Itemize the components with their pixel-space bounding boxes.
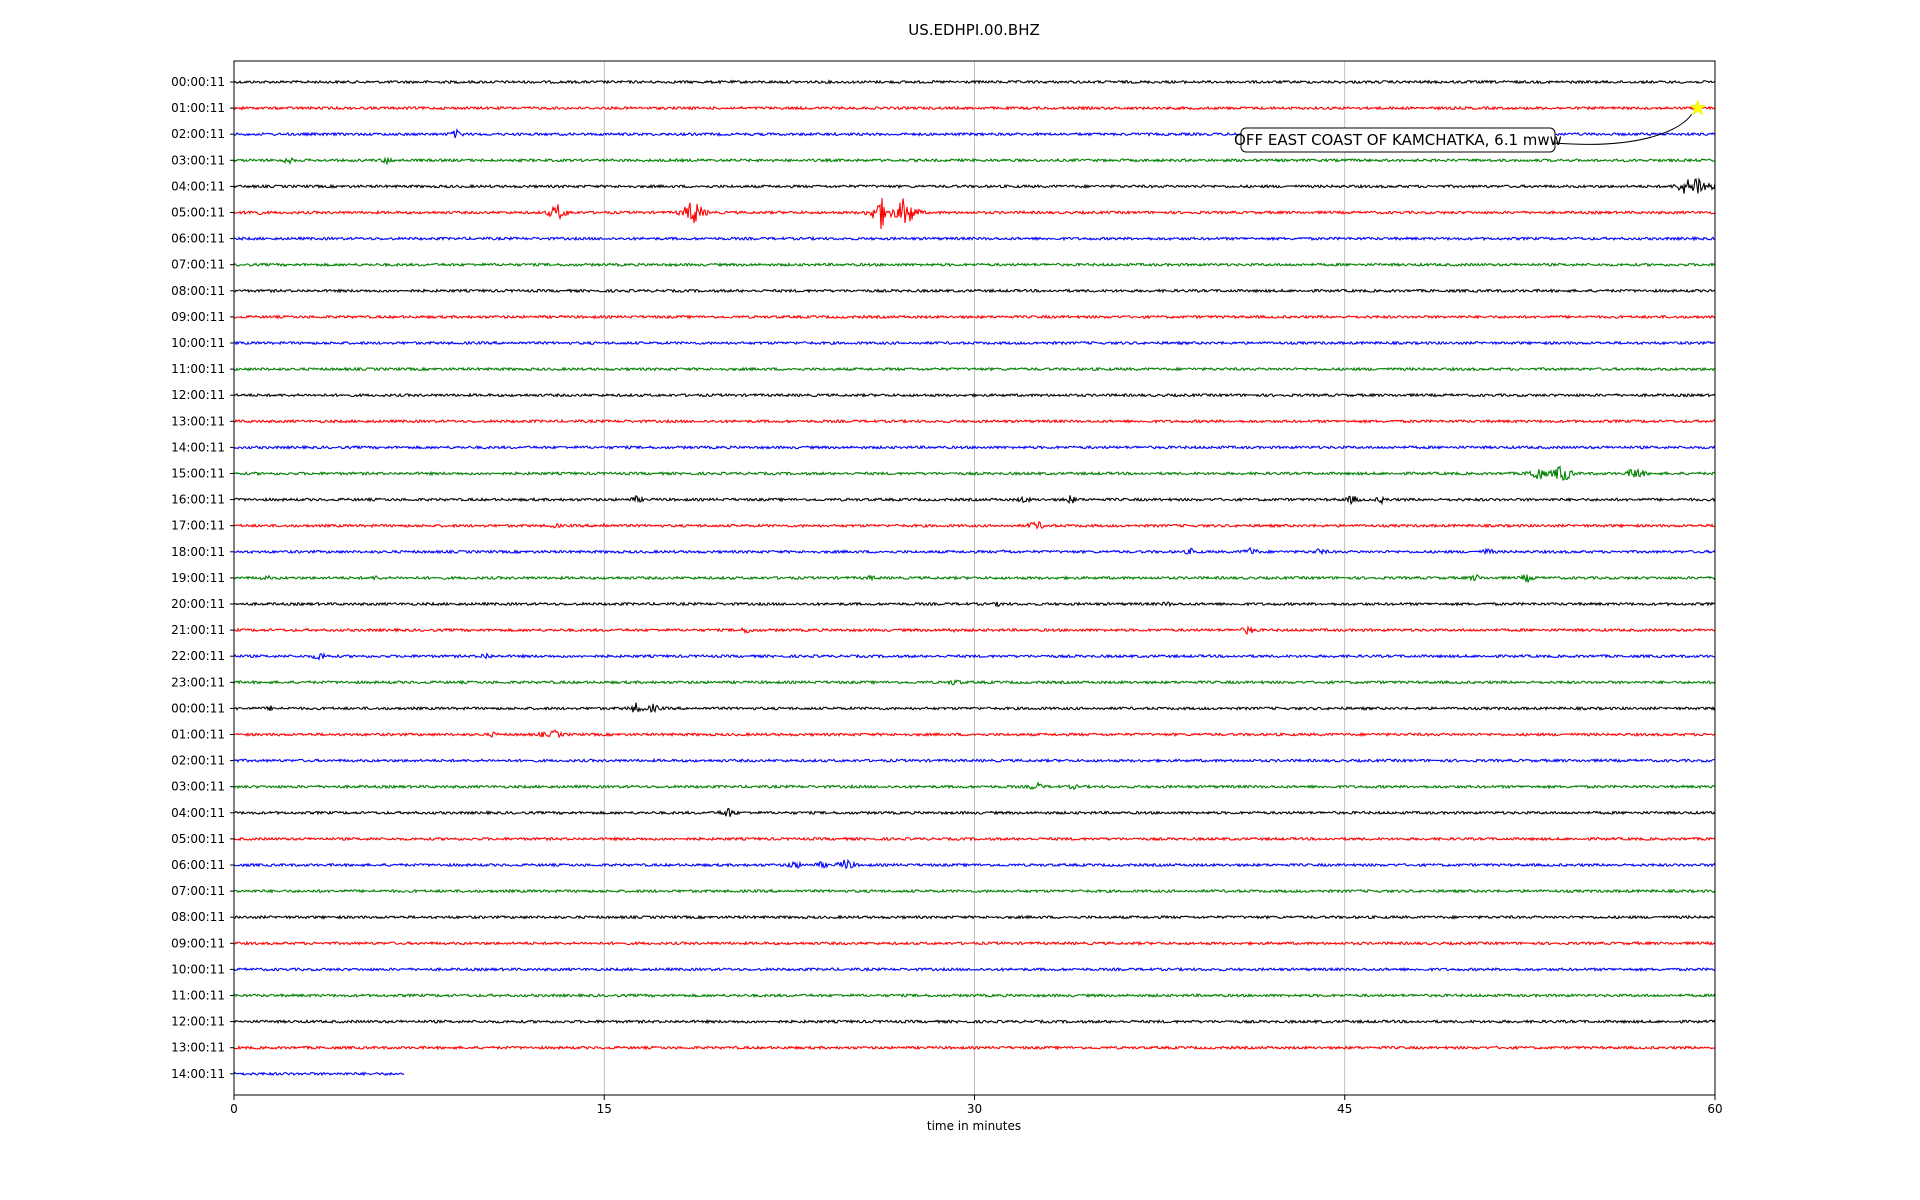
row-label-13: 13:00:11 <box>171 414 225 428</box>
annotation-text: OFF EAST COAST OF KAMCHATKA, 6.1 mww <box>1234 131 1562 149</box>
chart-title: US.EDHPI.00.BHZ <box>908 21 1040 39</box>
trace-row-1 <box>233 105 1716 111</box>
trace-row-33 <box>233 940 1716 946</box>
row-label-16: 16:00:11 <box>171 493 225 507</box>
row-label-32: 08:00:11 <box>171 910 225 924</box>
trace-row-9 <box>233 314 1716 320</box>
row-label-11: 11:00:11 <box>171 362 225 376</box>
row-label-2: 02:00:11 <box>171 127 225 141</box>
trace-row-34 <box>233 966 1716 973</box>
trace-row-36 <box>233 1018 1716 1025</box>
trace-row-24 <box>233 702 1716 713</box>
row-label-23: 23:00:11 <box>171 675 225 689</box>
trace-row-14 <box>233 444 1716 451</box>
row-label-8: 08:00:11 <box>171 284 225 298</box>
row-label-26: 02:00:11 <box>171 754 225 768</box>
annotation-arrow <box>1554 113 1693 145</box>
row-label-18: 18:00:11 <box>171 545 225 559</box>
x-axis-ticks: 0 15 30 45 60 <box>230 1095 1723 1116</box>
trace-row-20 <box>233 601 1716 608</box>
row-label-14: 14:00:11 <box>171 440 225 454</box>
trace-row-16 <box>233 495 1716 506</box>
row-label-5: 05:00:11 <box>171 206 225 220</box>
trace-row-5 <box>233 197 1716 230</box>
row-label-27: 03:00:11 <box>171 780 225 794</box>
row-label-33: 09:00:11 <box>171 936 225 950</box>
trace-row-4 <box>233 177 1716 194</box>
trace-row-21 <box>233 625 1716 635</box>
trace-row-30 <box>233 858 1716 870</box>
trace-row-31 <box>233 888 1716 894</box>
trace-row-26 <box>233 757 1716 764</box>
row-label-6: 06:00:11 <box>171 232 225 246</box>
row-label-12: 12:00:11 <box>171 388 225 402</box>
trace-row-15 <box>233 465 1716 481</box>
trace-row-22 <box>233 651 1716 661</box>
trace-row-18 <box>233 546 1716 556</box>
x-axis-label: time in minutes <box>927 1119 1021 1133</box>
trace-row-12 <box>233 392 1716 398</box>
event-star-marker <box>1689 99 1706 116</box>
row-label-20: 20:00:11 <box>171 597 225 611</box>
row-label-10: 10:00:11 <box>171 336 225 350</box>
trace-row-11 <box>233 366 1716 372</box>
seismogram-traces <box>233 79 1716 1077</box>
row-label-15: 15:00:11 <box>171 467 225 481</box>
row-label-30: 06:00:11 <box>171 858 225 872</box>
trace-row-17 <box>233 520 1716 530</box>
x-tick-label-15: 15 <box>597 1102 612 1116</box>
row-label-28: 04:00:11 <box>171 806 225 820</box>
x-tick-label-60: 60 <box>1707 1102 1722 1116</box>
row-label-1: 01:00:11 <box>171 101 225 115</box>
row-label-21: 21:00:11 <box>171 623 225 637</box>
row-label-4: 04:00:11 <box>171 179 225 193</box>
row-label-9: 09:00:11 <box>171 310 225 324</box>
row-time-labels: 00:00:11 01:00:11 02:00:11 03:00:11 04:00:11… <box>171 75 234 1081</box>
row-label-19: 19:00:11 <box>171 571 225 585</box>
row-label-17: 17:00:11 <box>171 519 225 533</box>
trace-row-35 <box>233 992 1716 999</box>
row-label-29: 05:00:11 <box>171 832 225 846</box>
trace-row-29 <box>233 836 1716 842</box>
trace-row-23 <box>233 679 1716 686</box>
trace-row-7 <box>233 262 1716 268</box>
row-label-3: 03:00:11 <box>171 153 225 167</box>
trace-row-19 <box>233 573 1716 583</box>
x-tick-label-30: 30 <box>967 1102 982 1116</box>
event-annotation: OFF EAST COAST OF KAMCHATKA, 6.1 mww <box>1234 99 1706 153</box>
row-label-31: 07:00:11 <box>171 884 225 898</box>
trace-row-37 <box>233 1045 1716 1051</box>
trace-row-32 <box>233 914 1716 920</box>
trace-row-10 <box>233 340 1716 346</box>
x-tick-label-45: 45 <box>1337 1102 1352 1116</box>
row-label-7: 07:00:11 <box>171 258 225 272</box>
trace-row-13 <box>233 418 1716 424</box>
annotation-box <box>1240 127 1556 153</box>
trace-row-27 <box>233 781 1716 791</box>
trace-row-8 <box>233 288 1716 294</box>
row-label-37: 13:00:11 <box>171 1041 225 1055</box>
row-label-25: 01:00:11 <box>171 728 225 742</box>
trace-row-28 <box>233 808 1716 817</box>
row-label-24: 00:00:11 <box>171 701 225 715</box>
trace-row-3 <box>233 156 1716 166</box>
row-label-34: 10:00:11 <box>171 962 225 976</box>
trace-row-6 <box>233 235 1716 242</box>
trace-row-0 <box>233 79 1716 85</box>
row-label-0: 00:00:11 <box>171 75 225 89</box>
row-label-36: 12:00:11 <box>171 1015 225 1029</box>
row-label-38: 14:00:11 <box>171 1067 225 1081</box>
x-tick-label-0: 0 <box>230 1102 238 1116</box>
row-label-22: 22:00:11 <box>171 649 225 663</box>
trace-row-38 <box>233 1071 405 1077</box>
row-label-35: 11:00:11 <box>171 989 225 1003</box>
trace-row-25 <box>233 729 1716 739</box>
